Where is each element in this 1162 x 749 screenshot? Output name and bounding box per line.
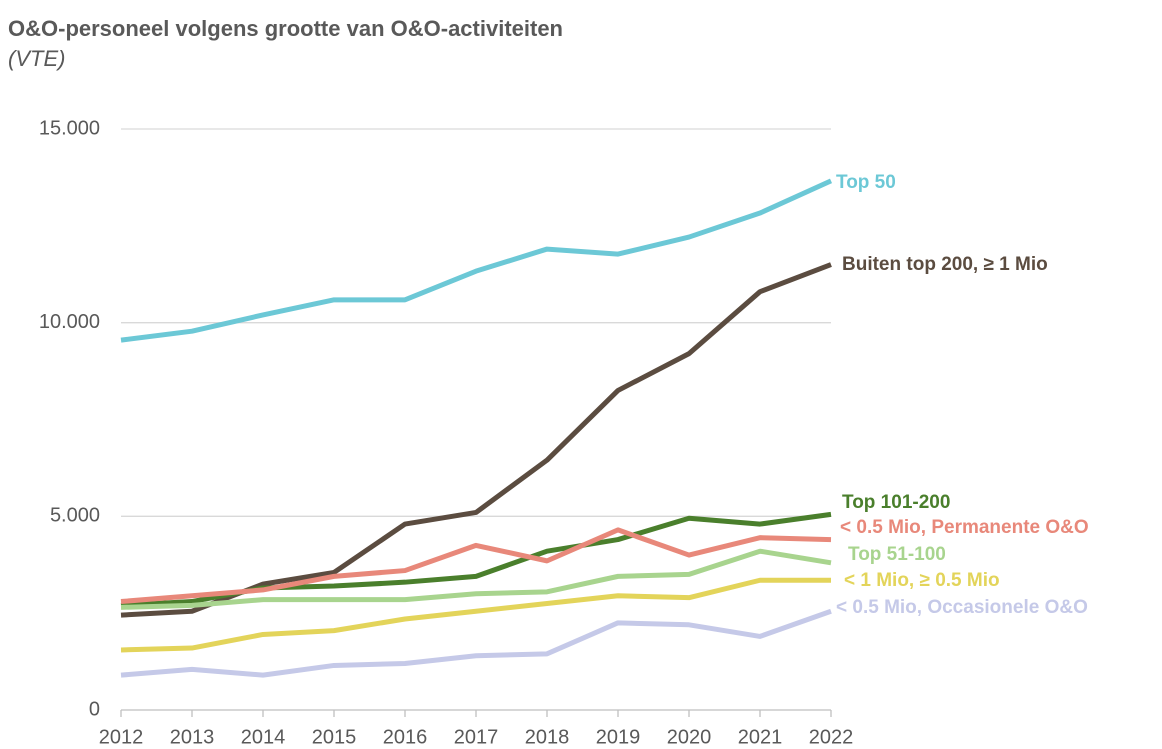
series-label: Buiten top 200, ≥ 1 Mio	[842, 254, 1048, 275]
series-label: Top 50	[836, 172, 896, 193]
x-tick-label: 2017	[454, 726, 499, 748]
series-label: < 1 Mio, ≥ 0.5 Mio	[844, 570, 1000, 591]
series-label: Top 101-200	[842, 492, 950, 513]
series-label: Top 51-100	[848, 544, 946, 565]
x-tick-label: 2016	[383, 726, 428, 748]
series-line	[120, 548, 832, 610]
x-tick-label: 2020	[667, 726, 712, 748]
x-tick-label: 2018	[525, 726, 570, 748]
series-line	[120, 577, 831, 653]
x-tick-label: 2014	[241, 726, 286, 748]
chart-subtitle: (VTE)	[8, 46, 65, 71]
x-tick-label: 2021	[738, 726, 783, 748]
series-line	[120, 608, 832, 678]
x-tick-label: 2019	[596, 726, 641, 748]
series-line	[120, 178, 833, 343]
chart-title: O&O-personeel volgens grootte van O&O-ac…	[8, 16, 563, 41]
x-tick-label: 2022	[809, 726, 854, 748]
y-tick-label: 10.000	[39, 311, 100, 333]
y-tick-label: 0	[89, 698, 100, 720]
series-line	[120, 527, 832, 605]
y-tick-label: 15.000	[39, 117, 100, 139]
x-tick-label: 2012	[99, 726, 144, 748]
y-tick-label: 5.000	[50, 505, 100, 527]
series-label: < 0.5 Mio, Permanente O&O	[840, 517, 1089, 538]
x-tick-label: 2015	[312, 726, 357, 748]
x-tick-label: 2013	[170, 726, 215, 748]
series-label: < 0.5 Mio, Occasionele O&O	[836, 597, 1088, 618]
